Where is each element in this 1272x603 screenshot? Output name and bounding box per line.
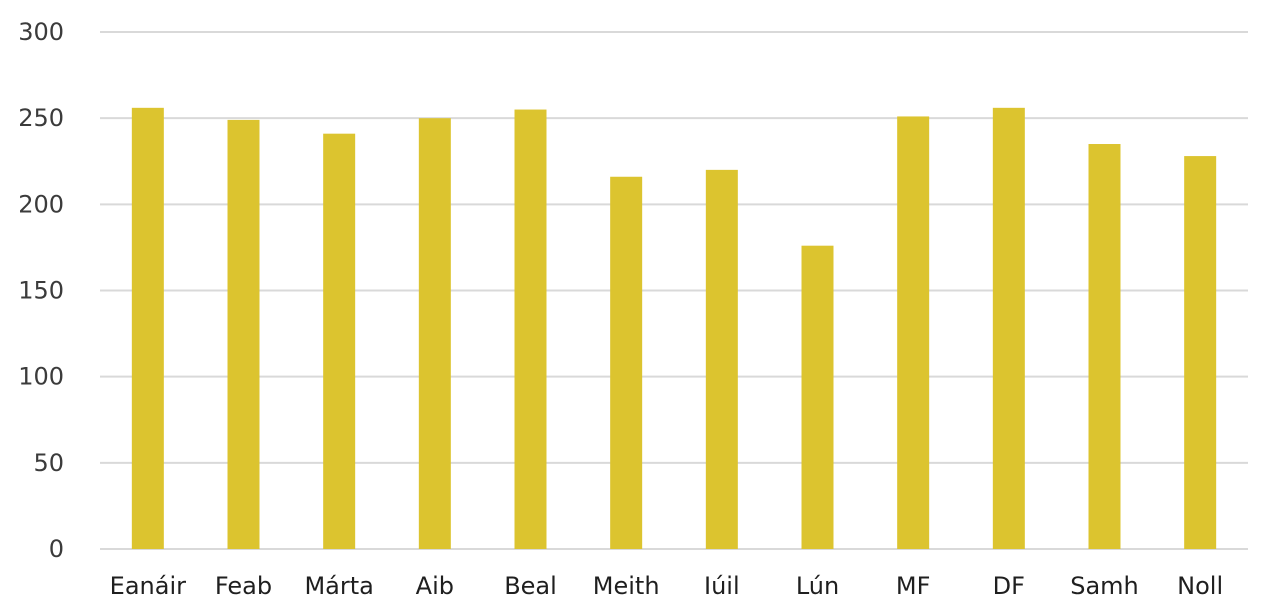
bar-Meith	[610, 176, 643, 549]
bar-Iúil	[705, 169, 738, 549]
x-tick-label: Feab	[215, 572, 272, 600]
bar-Eanáir	[131, 107, 164, 550]
bar-Aib	[418, 118, 451, 550]
y-tick-label: 200	[18, 190, 64, 218]
y-tick-label: 100	[18, 363, 64, 391]
bar-DF	[992, 107, 1025, 550]
y-axis: 0 50 100 150 200 250 300	[18, 18, 64, 563]
bar-Samh	[1088, 144, 1121, 549]
x-tick-label: Noll	[1177, 572, 1223, 600]
bar-Noll	[1184, 156, 1217, 549]
x-tick-label: MF	[896, 572, 931, 600]
y-tick-label: 250	[18, 104, 64, 132]
gridlines	[100, 31, 1248, 550]
y-tick-label: 50	[33, 449, 64, 477]
bar-MF	[897, 116, 930, 550]
x-tick-label: Eanáir	[110, 572, 186, 600]
bar-Feab	[227, 119, 260, 549]
x-tick-label: Lún	[796, 572, 839, 600]
x-tick-label: DF	[993, 572, 1025, 600]
bar-Márta	[323, 133, 356, 549]
x-tick-label: Márta	[304, 572, 373, 600]
y-tick-label: 150	[18, 277, 64, 305]
y-tick-label: 300	[18, 18, 64, 46]
bar-Lún	[801, 245, 834, 549]
bar-Beal	[514, 109, 547, 550]
x-tick-label: Samh	[1070, 572, 1139, 600]
x-tick-label: Meith	[593, 572, 660, 600]
x-tick-label: Aib	[416, 572, 454, 600]
x-tick-label: Beal	[504, 572, 557, 600]
y-tick-label: 0	[49, 535, 64, 563]
bars	[131, 107, 1217, 550]
x-axis: Eanáir Feab Márta Aib Beal Meith Iúil Lún MF DF Sa…	[110, 572, 1223, 600]
x-tick-label: Iúil	[704, 572, 740, 600]
